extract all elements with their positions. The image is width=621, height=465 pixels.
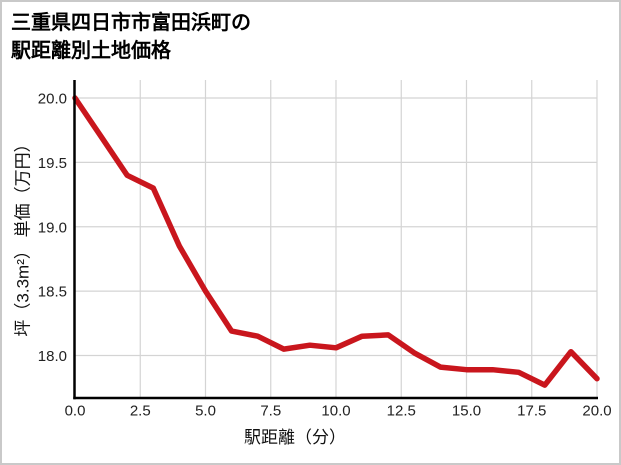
chart-title-line2: 駅距離別土地価格 bbox=[11, 39, 171, 62]
chart-title-line1: 三重県四日市市富田浜町の bbox=[11, 12, 251, 34]
x-tick-label: 12.5 bbox=[387, 402, 416, 419]
y-tick-label: 20.0 bbox=[38, 91, 67, 108]
price-line-series bbox=[72, 95, 600, 388]
x-axis-label: 駅距離（分） bbox=[244, 428, 346, 447]
grid-layer bbox=[75, 80, 598, 398]
chart-title: 三重県四日市市富田浜町の 駅距離別土地価格 bbox=[11, 10, 251, 65]
x-tick-label: 17.5 bbox=[517, 402, 546, 419]
x-tick-label: 5.0 bbox=[195, 402, 216, 419]
y-tick-label: 18.5 bbox=[38, 284, 67, 301]
y-tick-label: 19.5 bbox=[38, 155, 67, 172]
x-tick-label: 7.5 bbox=[260, 402, 281, 419]
x-tick-label: 0.0 bbox=[65, 402, 86, 419]
x-tick-label: 15.0 bbox=[452, 402, 481, 419]
x-tick-label: 10.0 bbox=[321, 402, 350, 419]
line-layer bbox=[72, 95, 600, 388]
tick-layer: 0.0 2.5 5.0 7.5 10.0 12.5 15.0 17.5 20.0 18.0 18.5… bbox=[38, 91, 612, 420]
y-axis-label: 坪（3.3m²） 単価（万円） bbox=[13, 135, 33, 337]
x-tick-label: 2.5 bbox=[130, 402, 151, 419]
y-tick-label: 19.0 bbox=[38, 219, 67, 236]
spine-layer bbox=[73, 80, 598, 400]
x-tick-label: 20.0 bbox=[582, 402, 611, 419]
y-tick-label: 18.0 bbox=[38, 348, 67, 365]
